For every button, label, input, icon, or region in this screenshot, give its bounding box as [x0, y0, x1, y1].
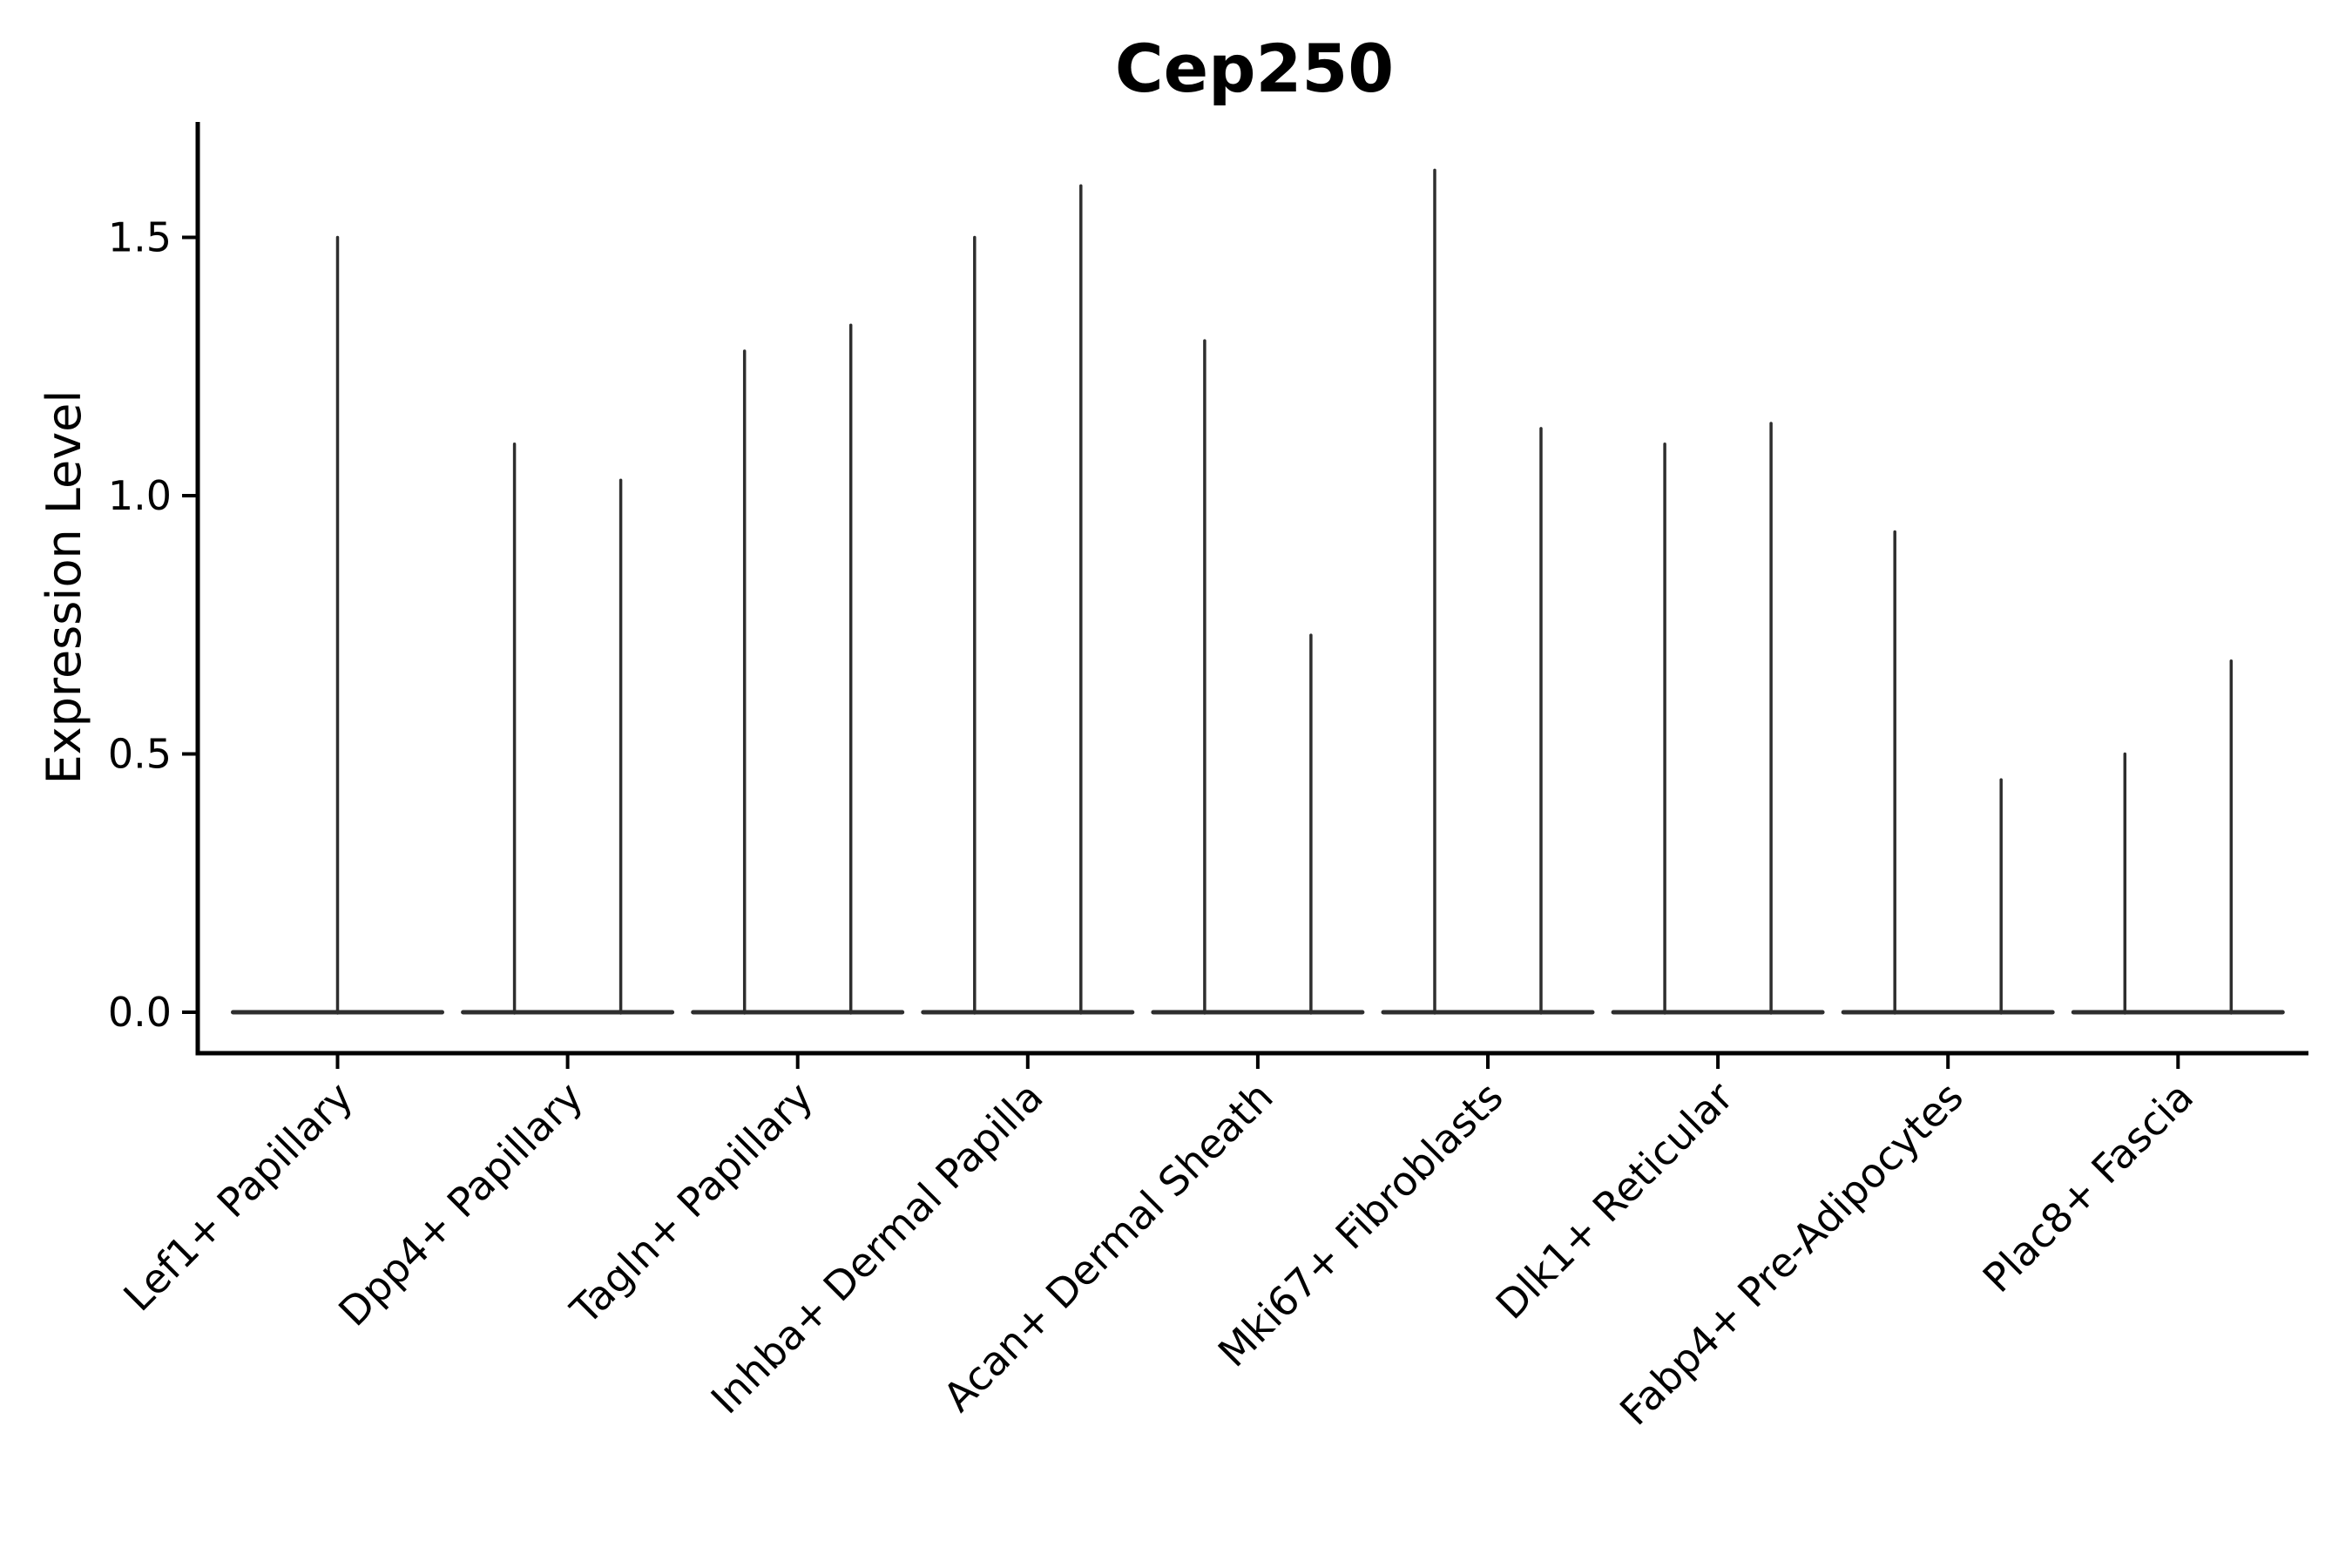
y-tick-label: 0.5 — [108, 731, 172, 778]
x-tick-label: Dpp4+ Papillary — [329, 1073, 591, 1335]
chart-title: Cep250 — [1115, 30, 1394, 107]
y-tick-label: 0.0 — [108, 989, 172, 1036]
x-tick-label: Lef1+ Papillary — [114, 1073, 362, 1321]
x-tick-label: Plac8+ Fascia — [1974, 1073, 2202, 1301]
x-tick-label: Tagln+ Papillary — [561, 1073, 822, 1335]
y-tick-label: 1.0 — [108, 472, 172, 519]
x-tick-label: Dlk1+ Reticular — [1487, 1073, 1742, 1328]
y-axis-label: Expression Level — [37, 390, 91, 785]
y-tick-label: 1.5 — [108, 214, 172, 261]
